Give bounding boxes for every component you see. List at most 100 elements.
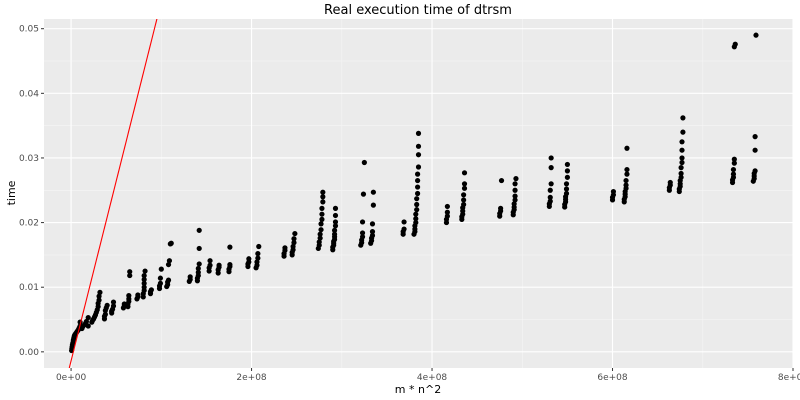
data-point [195,265,201,272]
data-point [104,302,110,308]
data-point [187,274,193,280]
x-tick-label: 0e+00 [56,373,87,383]
data-point [141,280,147,286]
data-point [290,243,296,250]
axis-ticks [41,28,794,371]
data-point [623,182,629,188]
data-point [461,185,468,191]
x-axis-title: m * n^2 [395,383,441,396]
x-tick-label: 4e+08 [417,373,448,383]
data-point [135,292,141,298]
data-point [547,198,553,204]
data-point [317,235,323,241]
data-point [667,179,673,186]
data-point [320,199,326,205]
y-tick-label: 0.05 [19,25,39,35]
data-point [415,171,421,177]
data-point [332,205,339,211]
data-point [142,268,148,274]
data-point [141,276,147,283]
data-point [216,262,222,268]
data-point [679,159,685,166]
data-point [165,277,172,283]
data-point [564,174,571,180]
chart-title: Real execution time of dtrsm [324,3,512,18]
data-point [110,299,117,305]
data-point [291,236,297,242]
x-tick-label: 2e+08 [236,373,267,383]
data-point [83,318,90,325]
data-point [359,219,366,225]
data-point [548,155,554,161]
data-point [444,203,450,210]
data-point [623,177,629,184]
data-point [254,259,260,265]
data-point [730,166,737,173]
data-point [196,245,202,252]
data-point [680,129,686,135]
data-point [563,186,570,192]
x-tick-label: 8e+08 [778,373,800,383]
data-point [207,262,213,268]
data-point [498,177,505,184]
data-point [292,230,298,237]
data-point [369,232,376,239]
data-point [461,201,467,208]
data-point [511,201,517,207]
data-point [444,209,450,215]
data-point [461,181,468,187]
x-tick-label: 6e+08 [597,373,628,383]
data-point [563,181,570,187]
reference-line-group [68,19,158,368]
data-point [141,284,147,290]
data-point [96,293,102,299]
data-point [564,161,571,168]
data-point [732,41,738,47]
data-point [564,168,571,174]
data-point [359,234,366,240]
data-point [512,187,518,193]
data-point [678,170,684,177]
data-point [731,156,737,162]
data-point [157,275,164,281]
data-point [414,196,420,202]
data-point [547,194,553,200]
reference-line [68,19,158,368]
data-point [282,245,288,251]
data-point [166,258,173,264]
data-point [752,168,758,174]
data-point [332,219,339,225]
data-point [370,202,376,208]
data-point [563,190,570,197]
data-point [319,211,325,217]
data-point [256,243,262,250]
data-point [752,147,758,153]
data-point [415,130,422,136]
y-tick-label: 0.01 [19,283,39,293]
data-point [753,32,759,38]
data-point [548,165,554,171]
data-point [291,240,297,246]
data-point [610,188,617,195]
data-point [207,258,213,264]
y-tick-label: 0.00 [19,348,39,358]
data-point [85,314,91,321]
axis-tick-labels: 0e+00 2e+08 4e+08 6e+08 8e+08 0.00 0.01 0.02 0.0… [19,25,800,383]
data-point [413,219,419,226]
data-point [415,143,422,149]
data-point [624,171,630,177]
data-point [168,240,174,246]
data-point [461,197,467,203]
data-point [148,287,154,293]
data-point [415,164,422,170]
data-point [413,211,419,217]
data-point [318,221,324,227]
data-point [127,272,133,279]
data-point [678,174,684,180]
data-point [498,205,504,211]
data-point [461,170,468,176]
data-point [317,231,323,237]
data-point [85,323,91,329]
y-tick-label: 0.02 [19,219,39,229]
